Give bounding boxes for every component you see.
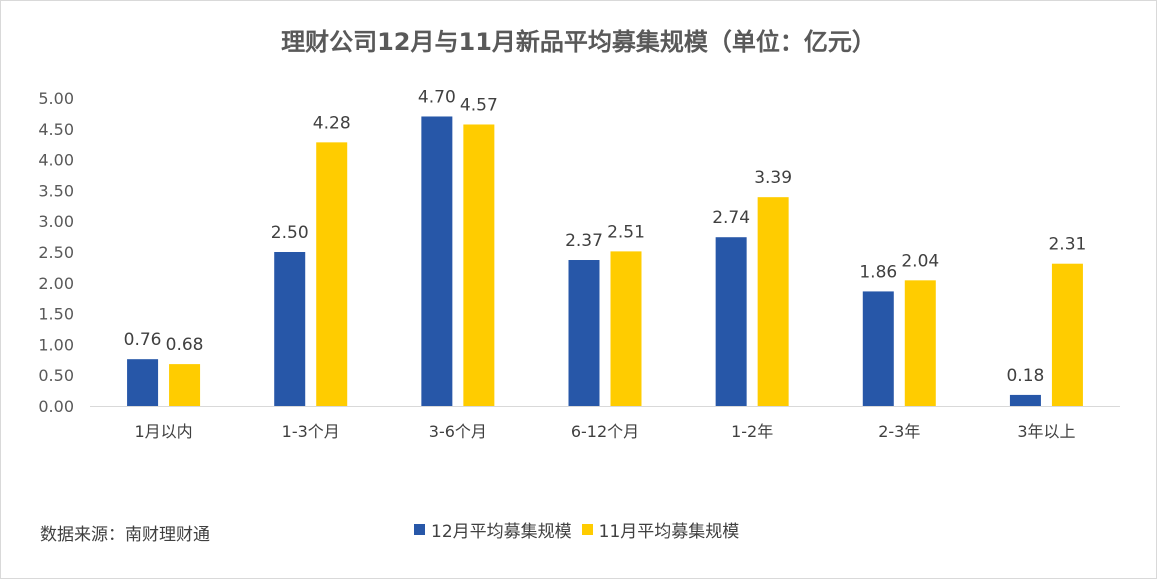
data-label: 2.04 bbox=[901, 251, 939, 271]
y-tick-label: 4.00 bbox=[38, 151, 74, 170]
data-label: 2.31 bbox=[1048, 235, 1086, 255]
y-tick-label: 1.50 bbox=[38, 305, 74, 324]
legend-item-nov: 11月平均募集规模 bbox=[581, 517, 740, 542]
x-tick-label: 1-3个月 bbox=[282, 422, 340, 441]
chart-title: 理财公司12月与11月新品平均募集规模（单位：亿元） bbox=[281, 28, 876, 56]
bar-nov bbox=[610, 251, 642, 406]
data-label: 2.51 bbox=[607, 222, 645, 242]
bar-dec bbox=[715, 237, 747, 406]
x-tick-label: 3年以上 bbox=[1017, 422, 1075, 441]
y-tick-label: 3.50 bbox=[38, 181, 74, 200]
legend-swatch-nov bbox=[581, 524, 593, 535]
bar-nov bbox=[904, 280, 936, 406]
data-label: 2.74 bbox=[712, 208, 750, 228]
bar-nov bbox=[1051, 263, 1083, 406]
y-tick-label: 4.50 bbox=[38, 120, 74, 139]
data-label: 4.70 bbox=[418, 87, 456, 107]
bar-dec bbox=[1009, 394, 1041, 406]
data-label: 4.57 bbox=[460, 95, 498, 115]
data-label: 2.37 bbox=[565, 231, 603, 251]
bar-dec bbox=[127, 359, 159, 406]
source-note: 数据来源：南财理财通 bbox=[40, 525, 210, 545]
bar-dec bbox=[421, 116, 453, 406]
legend-item-dec: 12月平均募集规模 bbox=[414, 517, 572, 542]
data-label: 0.18 bbox=[1006, 366, 1044, 386]
bar-nov bbox=[316, 142, 348, 407]
x-tick-label: 1月以内 bbox=[134, 422, 192, 441]
data-label: 0.68 bbox=[166, 335, 204, 355]
x-tick-label: 6-12个月 bbox=[571, 422, 639, 441]
y-tick-label: 1.00 bbox=[38, 335, 74, 354]
data-label: 1.86 bbox=[859, 262, 897, 282]
y-tick-label: 3.00 bbox=[38, 212, 74, 231]
bar-dec bbox=[568, 260, 600, 406]
data-label: 4.28 bbox=[313, 113, 351, 133]
legend-swatch-dec bbox=[414, 524, 425, 535]
data-label: 3.39 bbox=[754, 168, 792, 188]
data-label: 0.76 bbox=[124, 330, 162, 350]
bar-nov bbox=[169, 364, 201, 406]
legend-label-nov: 11月平均募集规模 bbox=[598, 522, 740, 542]
y-tick-label: 0.00 bbox=[38, 397, 74, 416]
y-tick-label: 2.00 bbox=[38, 274, 74, 293]
x-tick-label: 3-6个月 bbox=[429, 422, 487, 441]
bar-nov bbox=[757, 197, 789, 406]
bar-nov bbox=[463, 124, 495, 406]
legend-label-dec: 12月平均募集规模 bbox=[431, 522, 572, 542]
y-tick-label: 5.00 bbox=[38, 89, 74, 108]
x-tick-label: 2-3年 bbox=[878, 422, 920, 441]
x-tick-label: 1-2年 bbox=[731, 422, 773, 441]
data-label: 2.50 bbox=[271, 223, 309, 243]
legend: 12月平均募集规模 11月平均募集规模 bbox=[414, 517, 743, 542]
y-tick-label: 2.50 bbox=[38, 243, 74, 262]
y-tick-label: 0.50 bbox=[38, 366, 74, 385]
bar-dec bbox=[274, 252, 306, 406]
bar-dec bbox=[862, 291, 894, 406]
